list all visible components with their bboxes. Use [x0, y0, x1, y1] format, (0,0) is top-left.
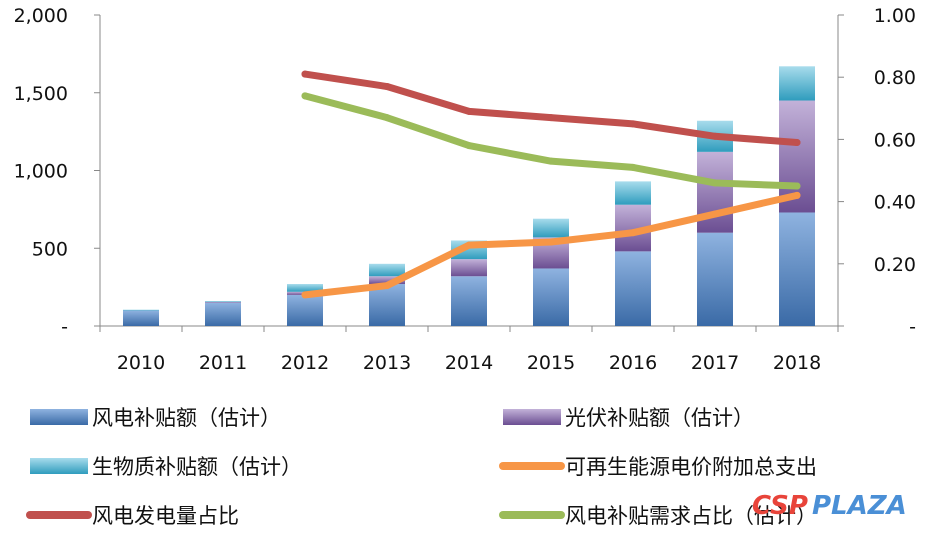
bar-wind: [779, 212, 815, 326]
x-tick-label: 2015: [527, 352, 575, 374]
series-point-0: [383, 282, 391, 290]
bar-solar: [369, 276, 405, 285]
legend-label: 风电发电量占比: [92, 504, 239, 528]
series-point-1: [383, 83, 391, 91]
legend-label: 生物质补贴额（估计）: [92, 455, 302, 479]
bar-biomass: [779, 66, 815, 101]
series-point-0: [711, 210, 719, 218]
legend-swatch: [30, 409, 88, 425]
right-tick-label: 0.80: [874, 67, 916, 89]
series-point-0: [301, 291, 309, 299]
legend: 风电补贴额（估计） 光伏补贴额（估计） 生物质补贴额（估计） 可再生能源电价附加总支出…: [26, 406, 817, 528]
bar-biomass: [205, 301, 241, 302]
bar-biomass: [615, 181, 651, 205]
bar-wind: [205, 302, 241, 326]
bar-wind: [287, 294, 323, 326]
x-tick-label: 2010: [117, 352, 165, 374]
series-point-1: [711, 132, 719, 140]
bar-solar: [697, 151, 733, 233]
series-point-0: [547, 238, 555, 246]
x-tick-label: 2013: [363, 352, 411, 374]
bar-wind: [123, 310, 159, 326]
series-point-1: [301, 70, 309, 78]
watermark: CSP PLAZA: [752, 491, 907, 521]
series-point-2: [793, 182, 801, 190]
series-point-0: [629, 229, 637, 237]
series-point-1: [629, 120, 637, 128]
left-tick-label: 1,500: [14, 83, 68, 105]
left-tick-label: 1,000: [14, 161, 68, 183]
bar-biomass: [369, 263, 405, 277]
right-tick-label: 0.20: [874, 254, 916, 276]
bar-wind: [369, 284, 405, 326]
series-point-0: [793, 191, 801, 199]
legend-label: 风电补贴需求占比（估计）: [565, 504, 817, 528]
bar-wind: [451, 276, 487, 326]
legend-label: 风电补贴额（估计）: [92, 406, 281, 430]
series-point-2: [383, 114, 391, 122]
bar-wind: [697, 232, 733, 326]
bar-biomass: [287, 284, 323, 292]
x-tick-label: 2016: [609, 352, 657, 374]
series-point-0: [465, 241, 473, 249]
legend-swatch: [30, 458, 88, 474]
legend-label: 可再生能源电价附加总支出: [565, 455, 817, 479]
bar-wind: [533, 268, 569, 326]
left-tick-label: -: [61, 316, 68, 338]
right-tick-label: 1.00: [874, 5, 916, 27]
bar-biomass: [533, 218, 569, 238]
series-point-1: [793, 139, 801, 147]
right-tick-label: 0.60: [874, 129, 916, 151]
series-point-2: [465, 142, 473, 150]
watermark-plaza: PLAZA: [812, 491, 907, 521]
series-point-2: [547, 157, 555, 165]
left-tick-label: 2,000: [14, 5, 68, 27]
legend-swatch: [503, 409, 561, 425]
x-tick-label: 2017: [691, 352, 739, 374]
left-tick-label: 500: [32, 238, 68, 260]
x-tick-label: 2011: [199, 352, 247, 374]
lines: [301, 70, 801, 299]
series-point-2: [629, 163, 637, 171]
watermark-csp: CSP: [752, 491, 808, 521]
x-tick-label: 2018: [773, 352, 821, 374]
bar-solar: [451, 259, 487, 277]
axes: - 500 1,000 1,500 2,000 - 0.20 0.40 0.60 0.80 1.00…: [14, 5, 916, 374]
legend-label: 光伏补贴额（估计）: [565, 406, 754, 430]
series-point-2: [711, 179, 719, 187]
bar-wind: [615, 251, 651, 326]
right-tick-label: 0.40: [874, 192, 916, 214]
x-tick-label: 2012: [281, 352, 329, 374]
bars: [123, 66, 815, 326]
bar-solar: [205, 301, 241, 303]
bar-biomass: [123, 309, 159, 311]
series-point-2: [301, 92, 309, 100]
right-tick-label: -: [909, 316, 916, 338]
x-tick-label: 2014: [445, 352, 493, 374]
series-point-1: [465, 107, 473, 115]
series-point-1: [547, 114, 555, 122]
